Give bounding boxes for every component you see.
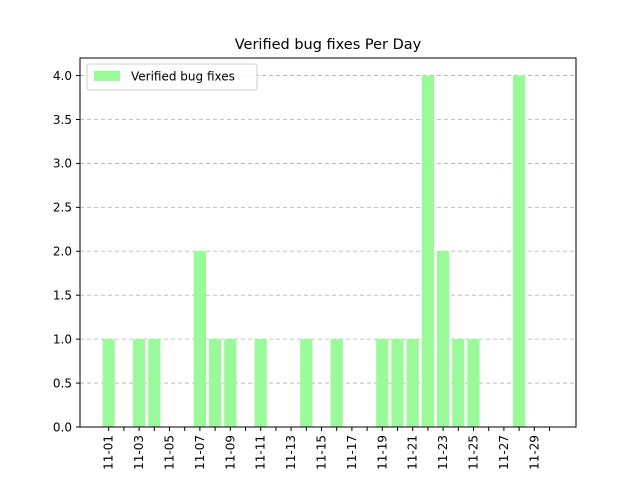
y-tick-label: 3.0 [53,157,72,171]
bar-11-28 [513,75,526,428]
bar-11-25 [467,339,480,427]
x-tick-label: 11-11 [254,435,268,470]
x-tick-label: 11-09 [223,435,237,470]
y-tick-label: 2.5 [53,201,72,215]
plot-frame [79,57,577,428]
bar-11-01 [102,339,115,427]
x-tick-label: 11-23 [436,435,450,470]
chart-title: Verified bug fixes Per Day [235,37,422,53]
x-tick-label: 11-01 [102,435,116,470]
x-tick-label: 11-29 [527,435,541,470]
bar-11-19 [376,339,389,427]
legend-label: Verified bug fixes [131,70,235,84]
bar-11-14 [300,339,313,427]
legend: Verified bug fixes [86,63,258,91]
bar-11-04 [148,339,161,427]
bar-11-09 [224,339,237,427]
legend-box [86,63,258,91]
y-tick-label: 3.5 [53,113,72,127]
bar-11-22 [421,75,434,428]
x-tick-label: 11-21 [406,435,420,470]
bar-11-21 [406,339,419,427]
bars [102,75,526,428]
x-tick-label: 11-15 [315,435,329,470]
bar-11-08 [209,339,222,427]
y-tick-label: 0.5 [53,376,72,390]
grid-lines [80,75,576,384]
bar-11-16 [330,339,343,427]
bar-11-03 [133,339,146,427]
y-axis: 0.0 0.5 1.0 1.5 2.0 2.5 3.0 3.5 4.0 [53,69,80,434]
bar-11-24 [452,339,465,427]
bar-11-07 [193,251,206,427]
bar-11-23 [437,251,450,427]
x-tick-label: 11-05 [163,435,177,470]
y-tick-label: 1.0 [53,332,72,346]
x-tick-label: 11-27 [497,435,511,470]
y-tick-label: 1.5 [53,289,72,303]
y-tick-label: 0.0 [53,420,72,434]
y-tick-label: 4.0 [53,69,72,83]
x-tick-label: 11-25 [467,435,481,470]
x-tick-label: 11-03 [132,435,146,470]
bar-11-11 [254,339,267,427]
y-tick-label: 2.0 [53,245,72,259]
x-tick-label: 11-13 [284,435,298,470]
x-axis: 11-01 11-03 11-05 11-07 11-09 11-11 11-13 11-15… [102,427,550,470]
x-tick-label: 11-07 [193,435,207,470]
legend-swatch [94,71,120,81]
x-tick-label: 11-17 [345,435,359,470]
bar-11-20 [391,339,404,427]
x-tick-label: 11-19 [375,435,389,470]
